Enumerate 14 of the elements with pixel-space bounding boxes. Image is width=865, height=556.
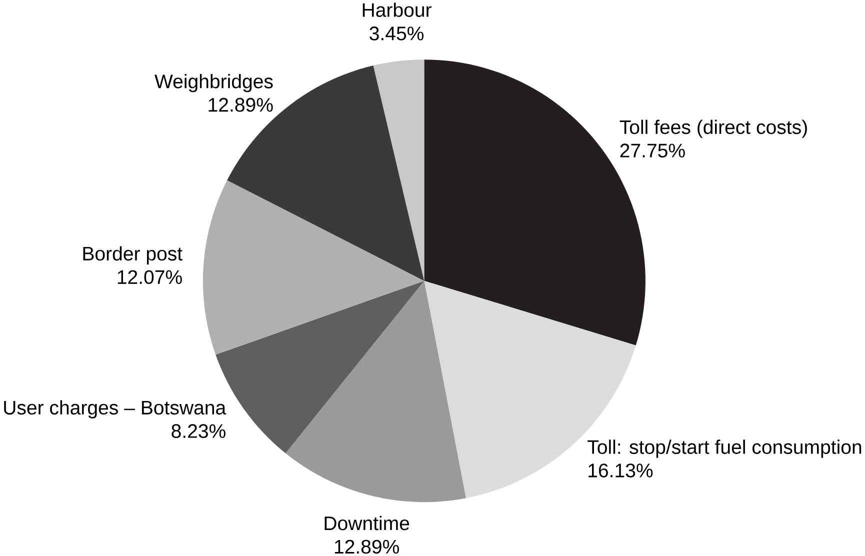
- data-label: 12.89%: [334, 540, 399, 554]
- data-label: 12.89%: [208, 98, 273, 112]
- data-label: 8.23%: [172, 424, 226, 438]
- slice-label: Downtime: [324, 516, 410, 530]
- data-label: 27.75%: [620, 144, 685, 158]
- data-label: 3.45%: [370, 26, 424, 40]
- data-label: 16.13%: [588, 463, 653, 478]
- slice-label: Toll fees (direct costs): [620, 120, 807, 138]
- data-label: 12.07%: [118, 270, 182, 284]
- slice-label: Toll: stop/start fuel consumption: [588, 440, 862, 458]
- slice-label: Weighbridges: [154, 74, 273, 92]
- slice-label: Border post: [83, 246, 182, 264]
- slice-label: Harbour: [362, 2, 432, 17]
- slice-label: User charges – Botswana: [4, 400, 226, 418]
